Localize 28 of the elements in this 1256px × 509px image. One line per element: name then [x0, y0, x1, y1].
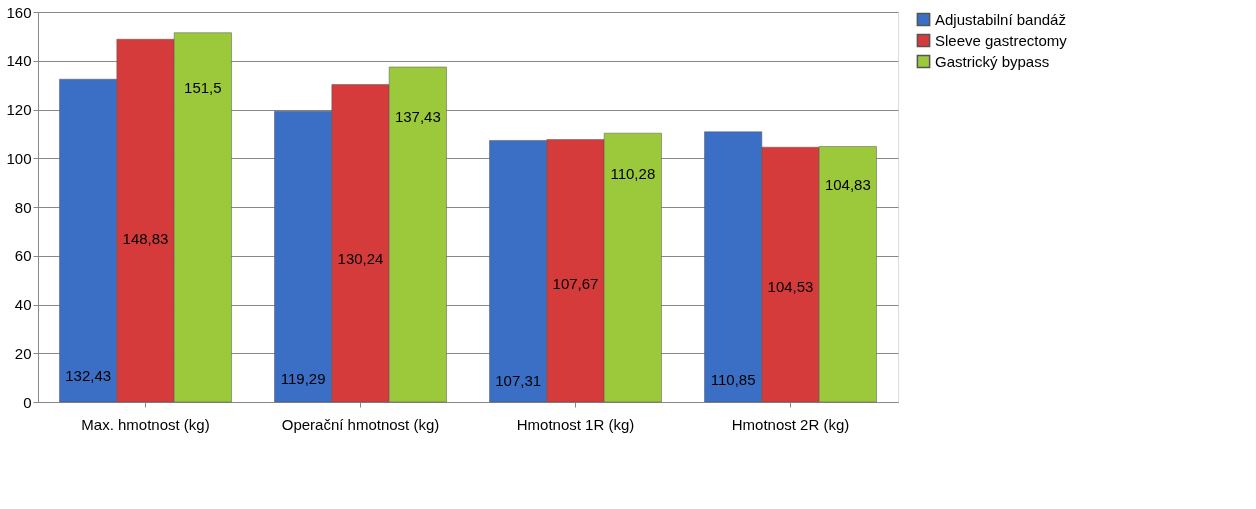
y-tick-label: 20 [14, 344, 32, 362]
x-tick-label: Hmotnost 1R (kg) [516, 415, 635, 433]
x-tick-label: Max. hmotnost (kg) [81, 415, 210, 433]
data-label: 104,53 [767, 278, 814, 296]
x-tick-label: Hmotnost 2R (kg) [731, 415, 850, 433]
legend-label: Gastrický bypass [935, 52, 1050, 70]
data-label: 132,43 [65, 367, 112, 385]
y-tick-label: 80 [14, 198, 32, 216]
data-label: 110,85 [710, 371, 756, 389]
y-tick-label: 120 [6, 101, 32, 118]
y-tick-label: 60 [14, 247, 32, 265]
legend-label: Sleeve gastrectomy [935, 31, 1068, 49]
data-label: 104,83 [824, 175, 871, 193]
legend-label: Adjustabilní bandáž [935, 10, 1066, 28]
data-label: 151,5 [184, 79, 222, 97]
y-tick-label: 140 [6, 52, 32, 70]
data-label: 110,28 [610, 164, 656, 182]
y-tick-label: 160 [6, 3, 32, 21]
y-tick-label: 40 [14, 296, 32, 313]
data-label: 107,67 [552, 274, 599, 292]
x-tick-label: Operační hmotnost (kg) [281, 415, 440, 433]
data-label: 148,83 [122, 229, 169, 247]
data-label: 107,31 [495, 372, 542, 390]
y-tick-label: 100 [6, 149, 32, 167]
data-label: 119,29 [280, 369, 326, 387]
data-label: 137,43 [394, 108, 441, 126]
y-tick-label: 0 [23, 393, 32, 411]
data-label: 130,24 [337, 250, 384, 268]
